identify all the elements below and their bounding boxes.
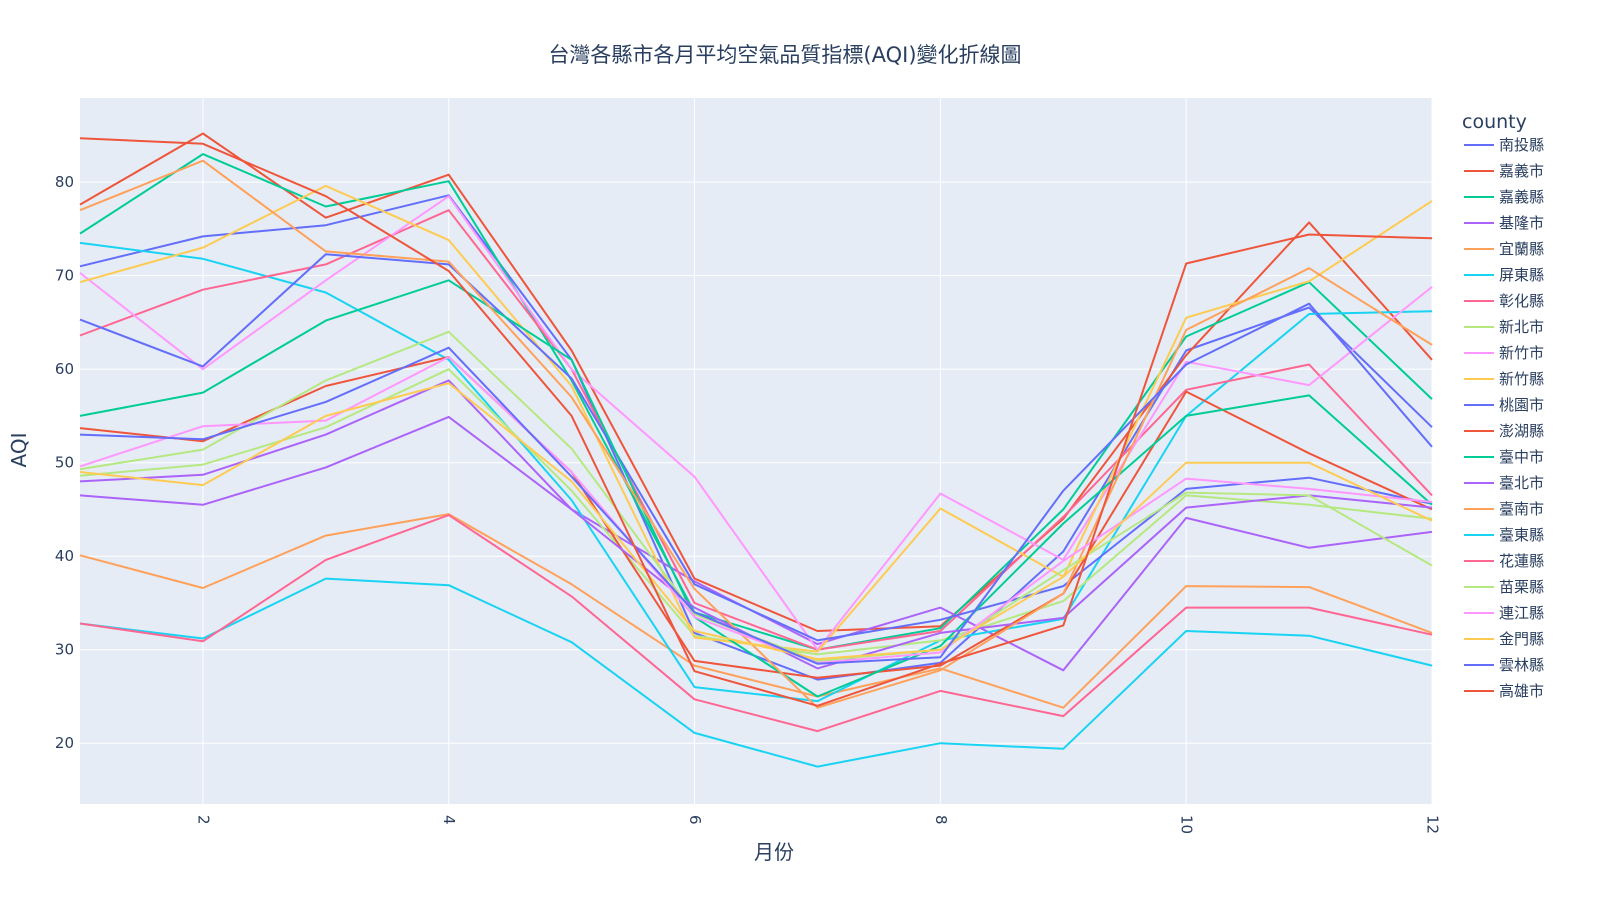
legend: county 南投縣嘉義市嘉義縣基隆市宜蘭縣屏東縣彰化縣新北市新竹市新竹縣桃園市… (1462, 111, 1544, 700)
series-layer (79, 132, 1433, 768)
legend-entry: 苗栗縣 (1499, 578, 1544, 596)
series-line (79, 153, 1433, 651)
legend-entry: 花蓮縣 (1499, 552, 1544, 570)
legend-entry: 桃園市 (1499, 396, 1544, 414)
legend-entry: 彰化縣 (1499, 292, 1544, 310)
series-line (79, 241, 1433, 703)
chart-title: 台灣各縣市各月平均空氣品質指標(AQI)變化折線圖 (548, 43, 1021, 67)
legend-entry: 南投縣 (1499, 136, 1544, 154)
legend-entry: 金門縣 (1499, 630, 1544, 648)
series-line (79, 209, 1433, 651)
series-line (79, 137, 1433, 707)
series-line (79, 302, 1433, 665)
legend-entry: 澎湖縣 (1499, 422, 1544, 440)
legend-entry: 屏東縣 (1499, 266, 1544, 284)
y-tick-label: 70 (55, 267, 74, 285)
legend-entry: 臺中市 (1499, 448, 1544, 466)
y-tick-label: 80 (55, 173, 74, 191)
y-axis-title: AQI (7, 433, 31, 468)
legend-entry: 臺東縣 (1499, 526, 1544, 544)
y-tick-label: 40 (55, 547, 74, 565)
x-axis-title: 月份 (754, 840, 794, 864)
legend-entry: 新竹縣 (1499, 370, 1544, 388)
x-tick-label: 10 (1178, 815, 1196, 834)
x-tick-label: 4 (440, 815, 458, 825)
series-line (79, 132, 1433, 632)
series-line (79, 159, 1433, 709)
legend-entry: 基隆市 (1499, 214, 1544, 232)
series-line (79, 253, 1433, 642)
series-line (79, 577, 1433, 768)
plot-area (80, 98, 1432, 804)
y-tick-label: 20 (55, 734, 74, 752)
legend-entry: 嘉義市 (1499, 162, 1544, 180)
y-tick-label: 30 (55, 641, 74, 659)
series-line (79, 514, 1433, 733)
legend-title: county (1462, 111, 1527, 133)
x-tick-label: 2 (194, 815, 212, 825)
legend-entry: 新竹市 (1499, 344, 1544, 362)
legend-entry: 嘉義縣 (1499, 188, 1544, 206)
y-axis-ticks: 20 30 40 50 60 70 80 (55, 173, 74, 752)
legend-entry: 雲林縣 (1499, 656, 1544, 674)
legend-entry: 高雄市 (1499, 682, 1544, 700)
series-line (79, 356, 1433, 664)
series-line (79, 382, 1433, 661)
series-line (79, 195, 1433, 651)
series-line (79, 356, 1433, 679)
series-line (79, 513, 1433, 709)
legend-entry: 臺北市 (1499, 474, 1544, 492)
legend-entry: 新北市 (1499, 318, 1544, 336)
x-axis-ticks: 2 4 6 8 10 12 (194, 815, 1441, 834)
x-tick-label: 6 (686, 815, 704, 825)
x-tick-label: 8 (932, 815, 950, 825)
legend-entry: 連江縣 (1499, 604, 1544, 622)
y-tick-label: 60 (55, 360, 74, 378)
legend-entry: 宜蘭縣 (1499, 240, 1544, 258)
y-tick-label: 50 (55, 454, 74, 472)
x-tick-label: 12 (1424, 815, 1442, 834)
series-line (79, 279, 1433, 698)
legend-entry: 臺南市 (1499, 500, 1544, 518)
